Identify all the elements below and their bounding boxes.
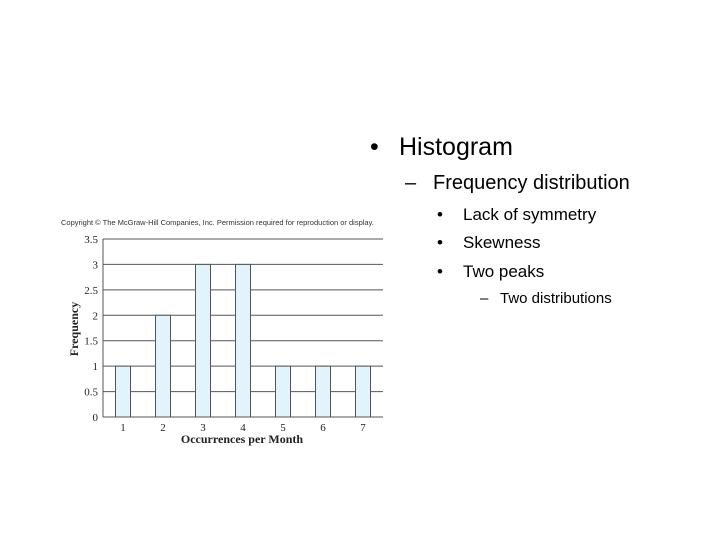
- bar-5: [275, 365, 291, 418]
- bullet-frequency-distribution: – Frequency distribution: [405, 172, 630, 195]
- bullet-marker: •: [370, 133, 379, 161]
- bullet-skewness: • Skewness: [437, 233, 540, 253]
- x-tick-labels: 1 2 3 4 5 6 7: [120, 422, 366, 434]
- x-tick-label: 4: [240, 422, 246, 434]
- bullet-text: Frequency distribution: [433, 172, 630, 194]
- y-tick-label: 0.5: [84, 387, 98, 399]
- x-tick-label: 2: [160, 422, 166, 434]
- bullet-text: Lack of symmetry: [463, 205, 597, 224]
- bullet-marker: •: [437, 233, 443, 252]
- y-tick-label: 3.5: [84, 234, 98, 246]
- bar-6: [315, 365, 331, 418]
- bullet-marker: •: [437, 262, 443, 281]
- bar-4: [235, 263, 251, 418]
- y-tick-label: 2.5: [84, 285, 98, 297]
- x-tick-label: 6: [320, 422, 326, 434]
- bullet-two-peaks: • Two peaks: [437, 262, 544, 282]
- y-tick-label: 1.5: [84, 336, 98, 348]
- y-tick-label: 3: [93, 259, 99, 271]
- bullet-marker: •: [437, 205, 443, 224]
- x-tick-label: 3: [200, 422, 206, 434]
- y-tick-label: 0: [93, 412, 99, 424]
- x-axis-title: Occurrences per Month: [181, 432, 304, 446]
- bullet-histogram: • Histogram: [370, 133, 513, 162]
- bullet-two-distributions: – Two distributions: [480, 290, 612, 307]
- bullet-text: Two peaks: [463, 262, 545, 281]
- bullet-lack-of-symmetry: • Lack of symmetry: [437, 205, 596, 225]
- y-tick-labels: 0 0.5 1 1.5 2 2.5 3 3.5: [84, 234, 98, 424]
- dash-marker: –: [405, 172, 417, 194]
- x-tick-label: 7: [360, 422, 366, 434]
- bar-2: [155, 314, 171, 418]
- bars: [115, 263, 371, 418]
- y-tick-label: 1: [93, 361, 99, 373]
- grid-lines: [102, 238, 383, 418]
- y-axis-title: Frequency: [67, 302, 81, 356]
- bar-1: [115, 365, 131, 418]
- x-tick-label: 5: [280, 422, 286, 434]
- dash-marker: –: [480, 290, 489, 307]
- bullet-text: Skewness: [463, 233, 541, 252]
- bullet-text: Two distributions: [500, 290, 612, 307]
- copyright-notice: Copyright © The McGraw-Hill Companies, I…: [61, 218, 374, 227]
- bar-7: [355, 365, 371, 418]
- bar-3: [195, 263, 211, 418]
- x-tick-label: 1: [120, 422, 126, 434]
- bullet-text: Histogram: [399, 133, 513, 161]
- y-tick-label: 2: [93, 310, 99, 322]
